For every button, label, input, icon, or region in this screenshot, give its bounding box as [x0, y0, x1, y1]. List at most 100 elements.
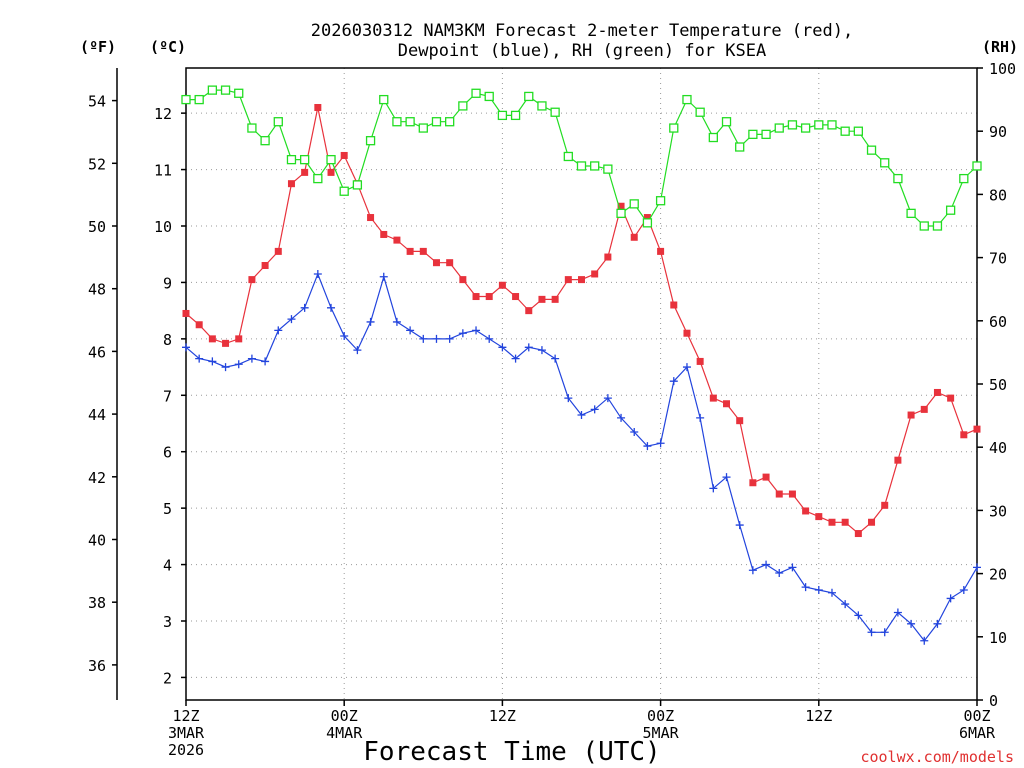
temperature-point-29 — [564, 276, 572, 284]
x-tick-label-3-0: 00Z — [647, 707, 674, 725]
temperature-point-35 — [643, 214, 651, 222]
rh-tick-label-6: 60 — [989, 313, 1007, 331]
dewpoint-point-21 — [458, 329, 467, 338]
dewpoint-point-52 — [867, 628, 876, 637]
temperature-point-20 — [446, 259, 454, 267]
fahrenheit-tick-label-0: 36 — [88, 657, 106, 675]
plot-frame — [185, 67, 978, 701]
temperature-point-31 — [591, 270, 599, 278]
rh-point-16 — [392, 117, 402, 127]
temperature-point-51 — [854, 530, 862, 538]
rh-point-53 — [880, 158, 890, 168]
dewpoint-point-15 — [379, 272, 388, 281]
temperature-point-18 — [419, 247, 427, 255]
dewpoint-point-56 — [920, 636, 929, 645]
temperature-point-32 — [604, 253, 612, 261]
dewpoint-point-54 — [893, 608, 902, 617]
dewpoint-point-55 — [907, 619, 916, 628]
x-tick-label-5-1: 6MAR — [959, 724, 996, 742]
dewpoint-point-19 — [432, 334, 441, 343]
temperature-point-2 — [208, 335, 216, 343]
temperature-point-36 — [657, 247, 665, 255]
fahrenheit-tick-label-8: 52 — [88, 155, 106, 173]
dewpoint-point-18 — [419, 334, 428, 343]
rh-tick-label-10: 100 — [989, 60, 1016, 78]
dewpoint-point-40 — [709, 484, 718, 493]
dewpoint-point-47 — [801, 583, 810, 592]
temperature-point-30 — [578, 276, 585, 284]
rh-point-55 — [906, 208, 916, 219]
dewpoint-point-36 — [656, 439, 665, 448]
rh-point-3 — [220, 85, 231, 95]
credit-link[interactable]: coolwx.com/models — [860, 748, 1014, 766]
x-tick-label-1-1: 4MAR — [326, 724, 363, 742]
dewpoint-point-13 — [353, 346, 362, 355]
x-axis-title: Forecast Time (UTC) — [363, 737, 660, 767]
dewpoint-point-3 — [221, 363, 230, 372]
celsius-tick-label-2: 4 — [163, 557, 172, 575]
dewpoint-point-2 — [208, 357, 217, 366]
temperature-point-15 — [380, 230, 388, 238]
fahrenheit-tick-label-7: 50 — [88, 218, 106, 236]
temperature-point-6 — [261, 262, 269, 269]
axes — [112, 67, 983, 706]
temperature-point-43 — [749, 479, 757, 487]
rh-point-32 — [603, 164, 613, 174]
rh-point-0 — [181, 94, 191, 105]
chart-title-line-1: 2026030312 NAM3KM Forecast 2-meter Tempe… — [311, 21, 853, 41]
celsius-unit-label: (ºC) — [150, 38, 186, 56]
dewpoint-point-32 — [603, 394, 612, 403]
temperature-point-46 — [788, 490, 796, 498]
chart-title-line-2: Dewpoint (blue), RH (green) for KSEA — [398, 41, 766, 61]
rh-point-27 — [537, 101, 547, 111]
dewpoint-point-6 — [261, 357, 270, 366]
rh-tick-label-3: 30 — [989, 502, 1007, 520]
rh-point-6 — [260, 136, 270, 146]
x-tick-label-2-0: 12Z — [489, 707, 516, 725]
temperature-point-56 — [920, 405, 928, 413]
rh-point-14 — [365, 136, 376, 146]
rh-point-18 — [418, 123, 428, 133]
dewpoint-line — [185, 272, 978, 642]
rh-tick-label-7: 70 — [989, 250, 1007, 268]
rh-point-9 — [299, 154, 310, 165]
dewpoint-point-38 — [682, 363, 691, 372]
rh-point-60 — [972, 161, 982, 171]
rh-point-36 — [655, 196, 666, 206]
dewpoint-point-46 — [788, 563, 797, 572]
rh-point-46 — [787, 120, 798, 130]
rh-point-39 — [695, 107, 705, 117]
temperature-point-1 — [195, 321, 203, 329]
temperature-point-37 — [670, 301, 678, 309]
rh-point-26 — [524, 91, 534, 102]
rh-point-29 — [563, 151, 573, 162]
dewpoint-point-33 — [617, 413, 626, 422]
rh-point-45 — [774, 123, 784, 133]
temperature-point-57 — [933, 388, 941, 396]
rh-point-25 — [510, 110, 521, 121]
dewpoint-point-8 — [287, 315, 296, 324]
temperature-point-41 — [723, 400, 731, 408]
dewpoint-point-22 — [472, 326, 481, 335]
temperature-point-49 — [828, 518, 836, 526]
rh-point-34 — [629, 199, 639, 209]
celsius-tick-label-7: 9 — [163, 274, 172, 292]
temperature-point-24 — [498, 281, 506, 289]
temperature-point-33 — [617, 202, 625, 210]
x-tick-label-4-0: 12Z — [805, 707, 832, 725]
rh-point-59 — [959, 173, 969, 184]
rh-point-31 — [590, 161, 600, 171]
rh-unit-label: (RH) — [982, 38, 1018, 56]
temperature-point-59 — [960, 431, 968, 439]
celsius-tick-label-9: 11 — [154, 162, 172, 180]
dewpoint-point-50 — [841, 600, 850, 609]
dewpoint-point-35 — [643, 442, 652, 451]
dewpoint-point-23 — [485, 334, 494, 343]
temperature-point-34 — [630, 233, 638, 241]
rh-point-28 — [550, 107, 560, 117]
temperature-point-50 — [841, 518, 849, 526]
temperature-point-45 — [775, 490, 783, 498]
rh-point-23 — [484, 91, 494, 102]
rh-point-58 — [945, 205, 956, 215]
